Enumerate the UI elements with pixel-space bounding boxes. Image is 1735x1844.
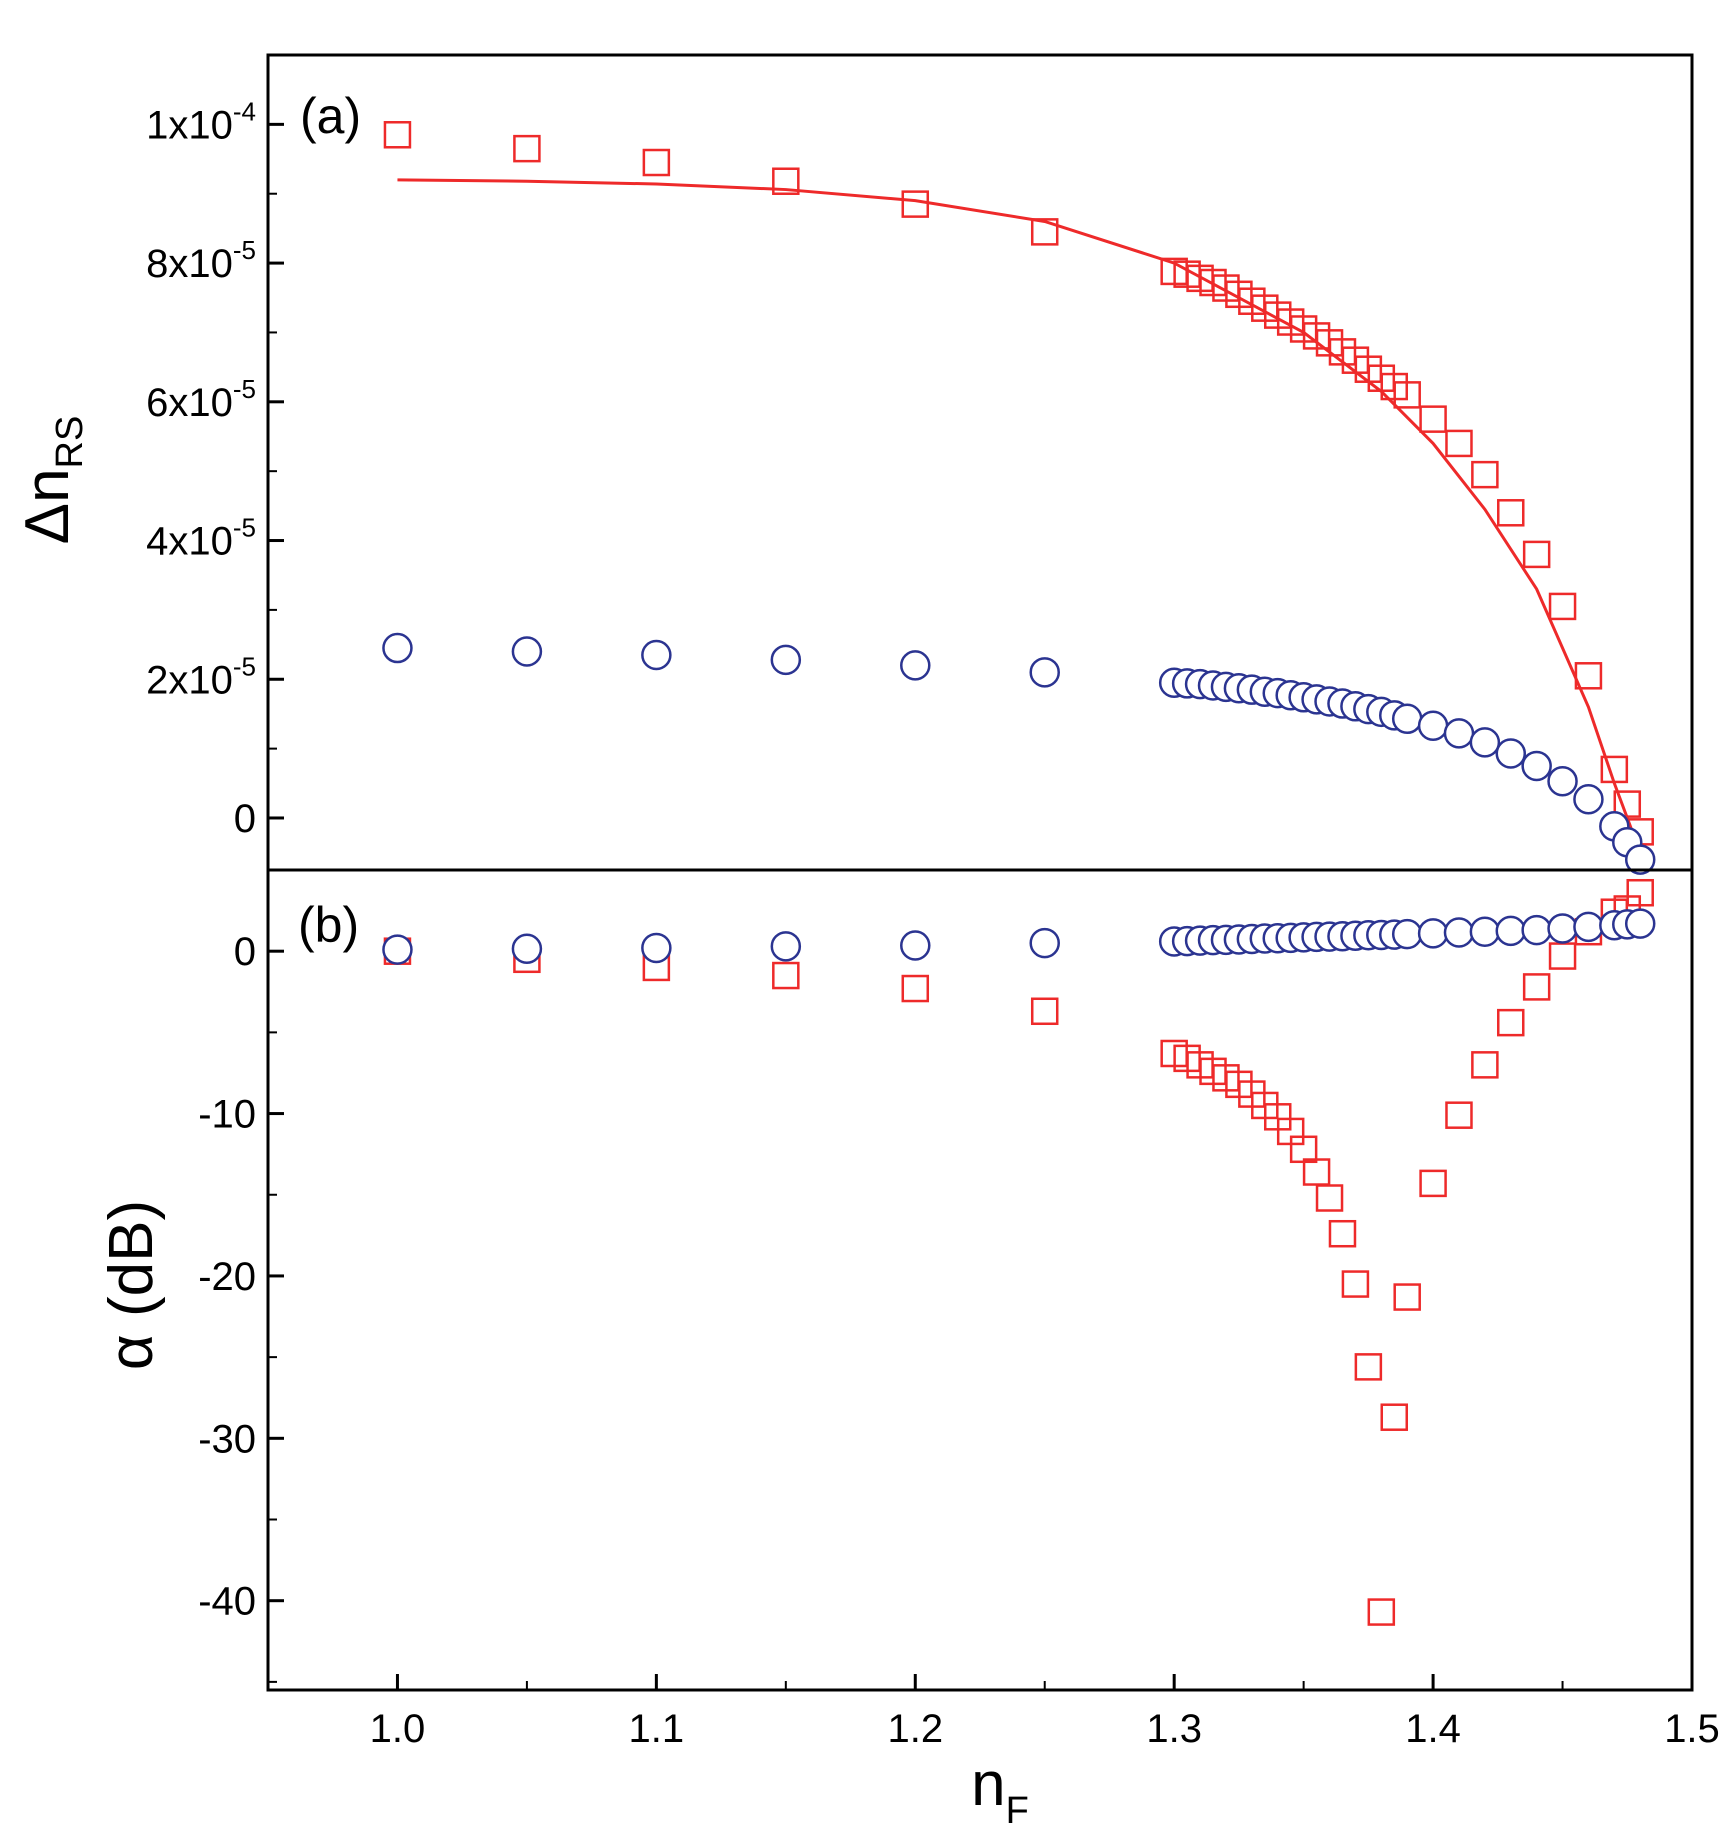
circle-point [1391, 918, 1423, 950]
circle-point [770, 931, 802, 962]
circle-point [511, 933, 543, 965]
circle-point [1573, 911, 1604, 943]
circle-point [1495, 915, 1527, 947]
y-tick-label-b: -30 [198, 1417, 256, 1461]
square-point [1497, 1008, 1525, 1037]
y-tick-label-a: 4x10-5 [146, 513, 256, 564]
circle-point [770, 644, 802, 676]
panel-b-label: (b) [298, 897, 359, 953]
x-tick-label: 1.1 [629, 1707, 685, 1751]
circle-point [641, 932, 672, 964]
square-point [1574, 662, 1603, 690]
circle-point [1521, 750, 1552, 782]
square-point [1380, 1403, 1409, 1431]
x-axis: 1.0 1.1 1.2 1.3 1.4 1.5 [267, 1674, 1720, 1751]
y-tick-label-a: 6x10-5 [146, 374, 256, 425]
circle-point [382, 632, 413, 664]
circle-point [1417, 918, 1449, 949]
circle-point [1624, 844, 1656, 875]
square-point [1302, 1158, 1331, 1186]
panel-a: 0 2x10-5 4x10-5 6x10-5 8x10-5 1x10-4 (a) ΔnRS [13, 53, 1694, 875]
circle-point [1547, 913, 1578, 944]
x-axis-title-main: n [971, 1750, 1005, 1819]
square-point [383, 121, 412, 149]
square-point [772, 961, 800, 990]
square-point [1613, 790, 1642, 818]
square-point [1626, 878, 1654, 907]
square-point [901, 190, 930, 218]
x-axis-title: nF [971, 1750, 1029, 1832]
y-axis-a-title-main: Δn [13, 468, 82, 544]
circle-point [382, 934, 413, 965]
circle-point [641, 639, 672, 671]
square-point [1471, 1051, 1499, 1079]
y-tick-label-a: 2x10-5 [146, 651, 256, 702]
square-point [513, 134, 541, 163]
square-point [1030, 218, 1059, 246]
y-tick-label-a: 1x10-4 [146, 96, 256, 147]
circle-point [1029, 927, 1060, 959]
y-axis-a-title: ΔnRS [13, 416, 91, 545]
square-point [1548, 592, 1577, 621]
square-point [1497, 499, 1525, 527]
square-point [1419, 405, 1447, 433]
circle-point [1391, 703, 1423, 735]
square-point [1445, 429, 1473, 458]
x-tick-label: 1.3 [1146, 1707, 1202, 1751]
fit-line [397, 178, 1642, 854]
square-point [772, 167, 800, 195]
circle-point [1624, 908, 1656, 939]
square-point [1548, 942, 1577, 970]
panel-b-frame [266, 868, 1694, 1692]
square-point [642, 148, 671, 177]
circle-point [900, 930, 931, 961]
square-point [1393, 381, 1421, 409]
circle-point [1495, 738, 1527, 769]
circle-point [900, 650, 931, 681]
circle-point [1469, 916, 1501, 947]
square-point [1445, 1101, 1473, 1129]
square-point [1367, 1598, 1396, 1626]
y-axis-a-title-sub: RS [49, 416, 91, 469]
x-tick-label: 1.5 [1664, 1707, 1720, 1751]
square-point [1600, 755, 1629, 784]
square-point [1030, 997, 1059, 1026]
square-point [1419, 1169, 1447, 1198]
y-tick-label-b: -40 [198, 1580, 256, 1624]
y-tick-label-a: 8x10-5 [146, 235, 256, 286]
square-point [1328, 1219, 1357, 1248]
y-tick-label-b: -20 [198, 1255, 256, 1299]
circle-point [1443, 718, 1475, 749]
square-point [1315, 1184, 1344, 1212]
circle-point [1469, 727, 1501, 758]
y-axis-b-title: α (dB) [97, 1200, 166, 1370]
x-tick-label: 1.2 [887, 1707, 943, 1751]
circle-point [1547, 765, 1578, 797]
y-tick-label-b: -10 [198, 1093, 256, 1137]
x-tick-label: 1.4 [1405, 1707, 1461, 1751]
square-point [1522, 973, 1551, 1001]
x-tick-label: 1.0 [370, 1707, 426, 1751]
square-point [1522, 540, 1551, 569]
panel-a-label: (a) [300, 88, 361, 144]
square-point [1354, 1353, 1383, 1381]
panel-b: 0 -10 -20 -30 -40 (b) α (dB) [97, 868, 1694, 1692]
circle-point [1443, 917, 1475, 948]
y-tick-label-a: 0 [234, 797, 256, 841]
square-point [1341, 1270, 1370, 1298]
square-point [1393, 1283, 1421, 1311]
y-tick-label-b: 0 [234, 930, 256, 974]
square-point [901, 974, 930, 1003]
x-axis-title-sub: F [1006, 1790, 1029, 1832]
circle-point [1573, 784, 1604, 815]
circle-point [1029, 657, 1060, 688]
circle-point [511, 636, 543, 667]
circle-point [1417, 710, 1449, 741]
square-point [1471, 460, 1499, 489]
circle-point [1521, 914, 1552, 946]
